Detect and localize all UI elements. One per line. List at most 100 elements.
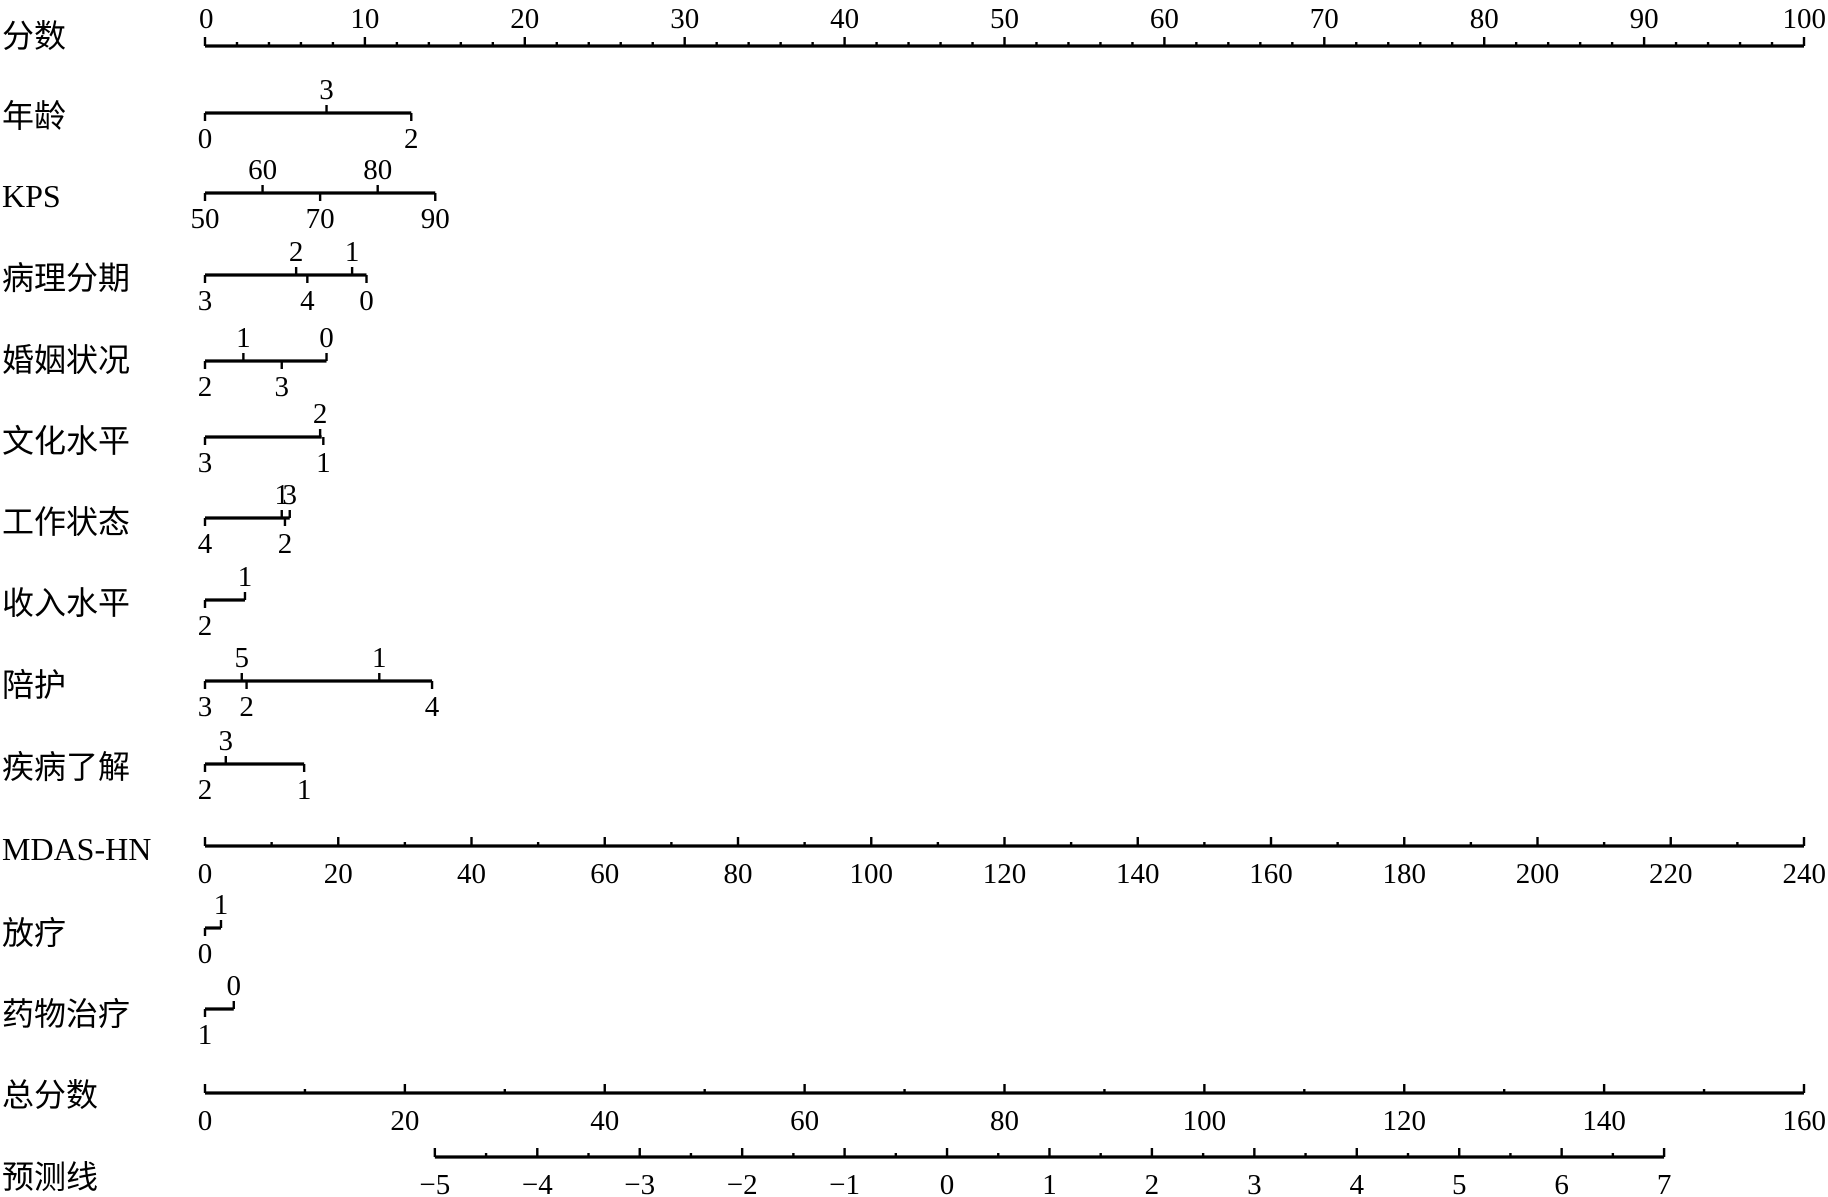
- tick-label: −2: [727, 1169, 758, 1197]
- tick-label: 0: [359, 285, 374, 317]
- tick-label: 3: [198, 447, 213, 479]
- nomogram-row: 病理分期 3 2 41 0: [2, 236, 374, 317]
- tick-label: 60: [790, 1105, 819, 1137]
- tick-label: 3: [282, 479, 297, 511]
- tick-label: 3: [219, 725, 234, 757]
- tick-label: 0: [199, 3, 214, 35]
- tick-label: 4: [1350, 1169, 1365, 1197]
- row-label: 分数: [2, 18, 66, 54]
- nomogram-row: 收入水平 21: [2, 561, 252, 642]
- tick-label: 1: [1042, 1169, 1057, 1197]
- nomogram-row: 疾病了解 23 1: [2, 725, 311, 806]
- tick-label: 100: [1183, 1105, 1227, 1137]
- tick-label: 3: [1247, 1169, 1262, 1197]
- row-label: 收入水平: [2, 585, 130, 621]
- row-label: MDAS-HN: [2, 831, 151, 867]
- tick-label: 40: [590, 1105, 619, 1137]
- tick-label: 7: [1657, 1169, 1672, 1197]
- tick-label: 100: [1783, 3, 1827, 35]
- tick-label: 240: [1783, 858, 1827, 890]
- tick-label: 40: [457, 858, 486, 890]
- tick-label: 2: [1145, 1169, 1160, 1197]
- tick-label: 30: [670, 3, 699, 35]
- tick-label: 80: [990, 1105, 1019, 1137]
- tick-label: 0: [227, 970, 242, 1002]
- nomogram-row: 总分数 0 20 40 60 80 100 120 140 160: [2, 1077, 1826, 1137]
- tick-label: 4: [425, 691, 440, 723]
- nomogram-row: 陪护 35 2 1 4: [2, 642, 440, 723]
- tick-label: 200: [1516, 858, 1560, 890]
- tick-label: −5: [419, 1169, 450, 1197]
- row-label: 文化水平: [2, 423, 130, 459]
- tick-label: 20: [324, 858, 353, 890]
- tick-label: 120: [983, 858, 1027, 890]
- tick-label: 120: [1383, 1105, 1427, 1137]
- tick-label: 1: [345, 236, 360, 268]
- tick-label: 2: [198, 610, 213, 642]
- row-label: 放疗: [2, 915, 66, 951]
- tick-label: −3: [624, 1169, 655, 1197]
- tick-label: 70: [1310, 3, 1339, 35]
- row-label: 预测线: [2, 1159, 98, 1195]
- tick-label: 160: [1249, 858, 1293, 890]
- tick-label: 180: [1383, 858, 1427, 890]
- tick-label: 100: [850, 858, 894, 890]
- tick-label: 50: [990, 3, 1019, 35]
- row-label: KPS: [2, 178, 61, 214]
- row-label: 陪护: [2, 667, 66, 703]
- tick-label: 2: [278, 528, 293, 560]
- nomogram-row: 放疗 01: [2, 889, 228, 970]
- tick-label: 70: [306, 203, 335, 235]
- tick-label: 4: [198, 528, 213, 560]
- nomogram-row: 预测线 −5 −4 −3 −2 −1 0 1 2 3 4 5 6 7: [2, 1148, 1671, 1197]
- nomogram-row: KPS 50 60 70 80 90: [2, 154, 450, 235]
- tick-label: 0: [940, 1169, 955, 1197]
- tick-label: 5: [235, 642, 250, 674]
- tick-label: 1: [275, 479, 290, 511]
- tick-label: 20: [390, 1105, 419, 1137]
- tick-label: 2: [289, 236, 304, 268]
- tick-label: −4: [522, 1169, 553, 1197]
- row-label: 年龄: [2, 98, 66, 134]
- tick-label: 0: [198, 1105, 213, 1137]
- nomogram-row: 药物治疗 10: [2, 970, 241, 1051]
- tick-label: 3: [275, 371, 290, 403]
- tick-label: 4: [300, 285, 315, 317]
- tick-label: 0: [198, 858, 213, 890]
- tick-label: 3: [319, 74, 334, 106]
- tick-label: 1: [297, 774, 312, 806]
- tick-label: 1: [214, 889, 229, 921]
- tick-label: 90: [421, 203, 450, 235]
- tick-label: 2: [239, 691, 254, 723]
- row-label: 药物治疗: [2, 996, 130, 1032]
- tick-label: 40: [830, 3, 859, 35]
- tick-label: 140: [1582, 1105, 1626, 1137]
- row-label: 疾病了解: [2, 749, 130, 785]
- tick-label: 90: [1630, 3, 1659, 35]
- nomogram-row: MDAS-HN 0 20 40 60 80 100 120 140 160 180 200 220 240: [2, 831, 1826, 890]
- row-label: 病理分期: [2, 260, 130, 296]
- tick-label: 2: [198, 774, 213, 806]
- tick-label: 80: [1470, 3, 1499, 35]
- tick-label: 60: [248, 154, 277, 186]
- tick-label: 2: [198, 371, 213, 403]
- row-label: 工作状态: [2, 504, 130, 540]
- nomogram-row: 分数 0 10 20 30 40 50 60 70 80 90 100: [2, 3, 1826, 54]
- nomogram-row: 工作状态 4 1 2 3: [2, 479, 297, 560]
- tick-label: −1: [829, 1169, 860, 1197]
- tick-label: 60: [1150, 3, 1179, 35]
- tick-label: 1: [236, 322, 251, 354]
- row-label: 总分数: [2, 1077, 98, 1113]
- tick-label: 80: [363, 154, 392, 186]
- tick-label: 6: [1554, 1169, 1569, 1197]
- tick-label: 60: [590, 858, 619, 890]
- tick-label: 1: [198, 1019, 213, 1051]
- tick-label: 3: [198, 285, 213, 317]
- tick-label: 140: [1116, 858, 1160, 890]
- tick-label: 1: [316, 447, 331, 479]
- tick-label: 1: [372, 642, 387, 674]
- tick-label: 0: [198, 123, 213, 155]
- row-label: 婚姻状况: [2, 342, 130, 378]
- tick-label: 2: [313, 398, 328, 430]
